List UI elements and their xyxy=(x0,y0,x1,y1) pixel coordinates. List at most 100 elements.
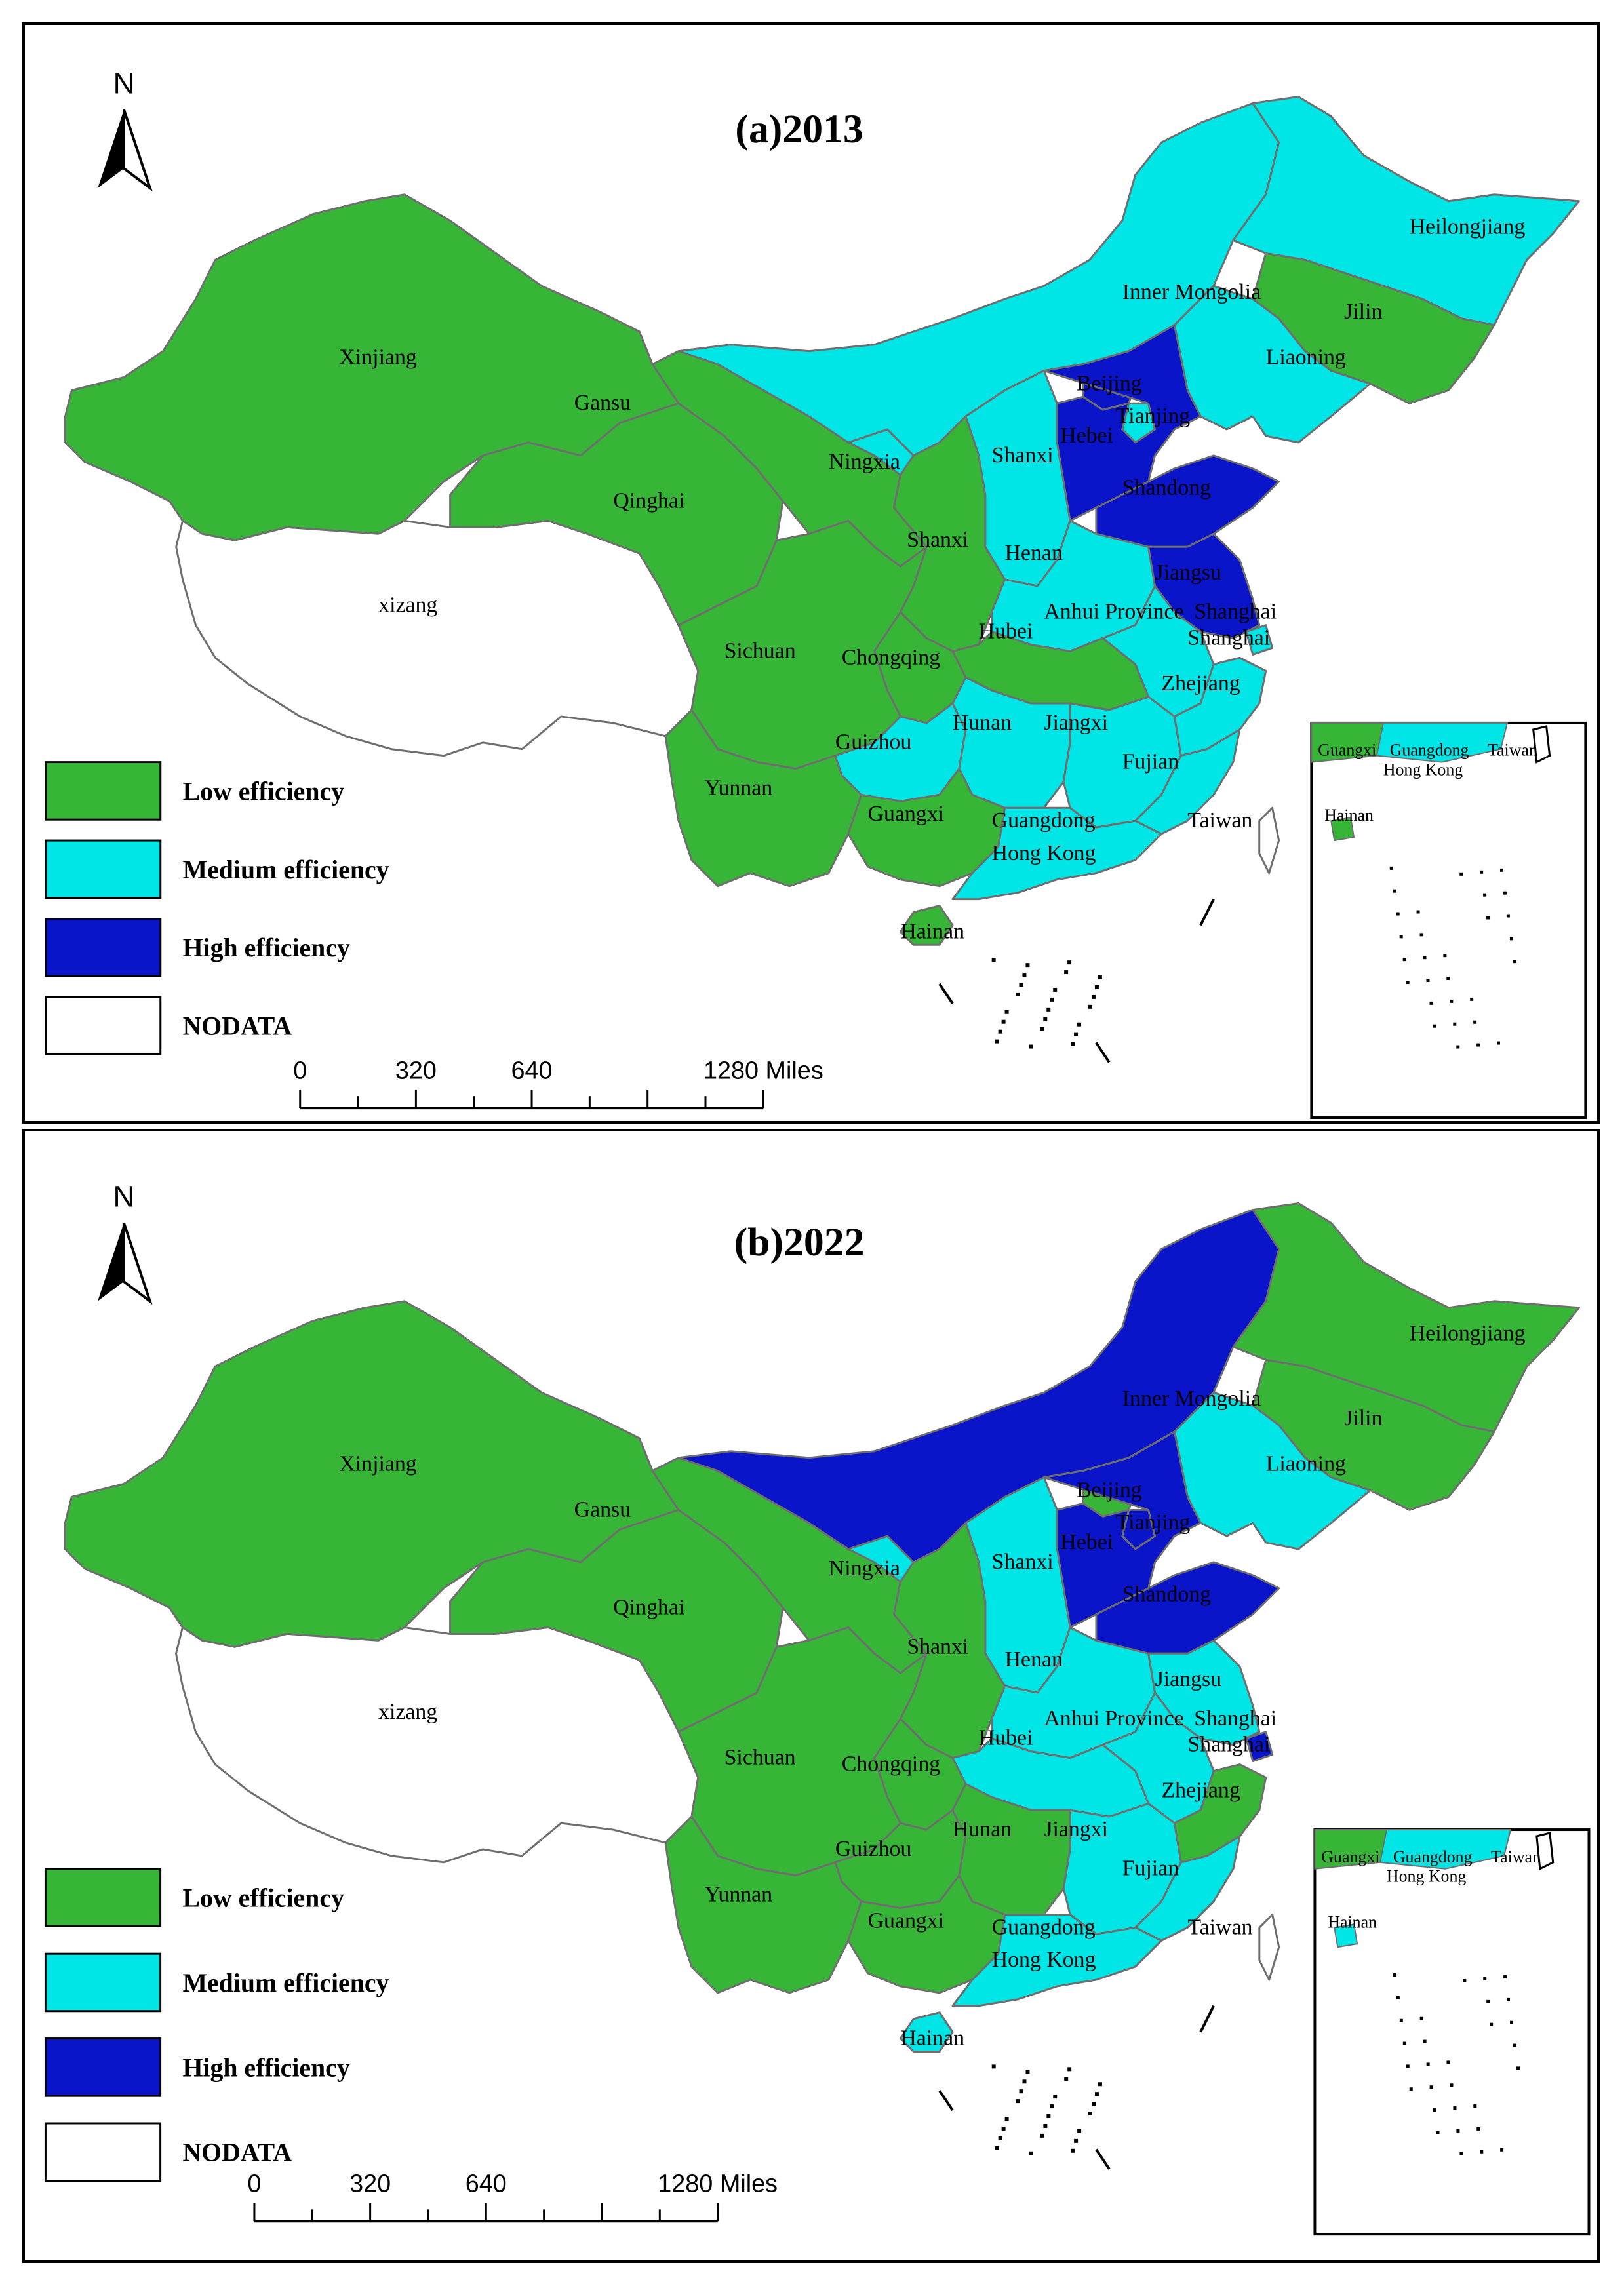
label-henan: Henan xyxy=(1005,1647,1063,1672)
island-dot xyxy=(1046,1007,1051,1012)
label-jiangxi: Jiangxi xyxy=(1044,1817,1108,1841)
label-liaoning: Liaoning xyxy=(1266,1452,1346,1476)
island-dot xyxy=(998,2136,1002,2140)
inset-island-dot xyxy=(1433,1024,1436,1028)
province-labels: Xinjiang xizang Qinghai Gansu Ningxia Inner M… xyxy=(339,1322,1525,2051)
inset-island-dot xyxy=(1450,999,1454,1003)
label-shanghai-b: Shanghai xyxy=(1187,625,1270,650)
label-tianjin: Tianjing xyxy=(1116,404,1191,428)
label-chongqing: Chongqing xyxy=(842,1752,940,1776)
province-guangdong xyxy=(951,806,1162,901)
inset-island-dot xyxy=(1483,1977,1487,1980)
inset-island-dot xyxy=(1480,2150,1484,2154)
label-ningxia: Ningxia xyxy=(829,450,900,474)
inset-island-dot xyxy=(1419,933,1423,937)
label-guizhou: Guizhou xyxy=(835,730,912,755)
label-fujian: Fujian xyxy=(1122,750,1179,774)
inset-island-dot xyxy=(1393,889,1396,893)
inset-island-dot xyxy=(1429,1001,1433,1005)
inset-label-guangdong: Guangdong xyxy=(1393,1847,1473,1866)
inset-island-dot xyxy=(1446,2060,1450,2064)
inset-island-dot xyxy=(1509,937,1513,941)
label-hongkong: Hong Kong xyxy=(992,1948,1096,1972)
inset-hainan xyxy=(1330,817,1355,842)
island-dot xyxy=(1043,2123,1048,2128)
legend-label-low: Low efficiency xyxy=(182,1884,344,1913)
label-jilin: Jilin xyxy=(1344,300,1382,324)
island-dot xyxy=(1001,1019,1006,1024)
inset-island-dot xyxy=(1402,958,1406,962)
label-shanghai-b: Shanghai xyxy=(1187,1733,1270,1757)
inset-island-dot xyxy=(1406,981,1410,984)
legend-swatch-high xyxy=(45,917,162,977)
inset-island-dot xyxy=(1453,1022,1457,1026)
north-arrow-left xyxy=(98,109,125,188)
province-taiwan xyxy=(1258,1913,1280,1981)
north-arrow-icon: N xyxy=(98,1179,153,1305)
north-arrow-left xyxy=(98,1223,124,1301)
label-hubei: Hubei xyxy=(979,620,1033,644)
island-dot xyxy=(1004,2117,1009,2121)
province-taiwan xyxy=(1258,806,1280,875)
inset-island-dot xyxy=(1480,870,1484,874)
inset-island-dot xyxy=(1499,868,1503,872)
island-dot xyxy=(1091,994,1096,999)
label-qinghai: Qinghai xyxy=(613,1596,684,1620)
inset-island-dot xyxy=(1450,2083,1454,2087)
island-dash xyxy=(1095,2148,1111,2170)
label-hunan: Hunan xyxy=(953,711,1012,735)
south-china-sea-islands xyxy=(938,2005,1215,2170)
label-guangdong: Guangdong xyxy=(992,808,1096,833)
province-xizang xyxy=(175,1626,700,1864)
label-hubei: Hubei xyxy=(979,1726,1033,1750)
island-dot xyxy=(1016,2099,1020,2104)
label-shanxi: Shanxi xyxy=(992,443,1054,467)
inset-island-dot xyxy=(1389,866,1393,870)
inset-island-dot xyxy=(1507,1997,1511,2001)
label-heilongjiang: Heilongjiang xyxy=(1410,1322,1526,1346)
label-beijing: Beijing xyxy=(1077,371,1142,395)
island-dot xyxy=(1016,992,1020,996)
inset-island-dot xyxy=(1436,2131,1440,2134)
island-dot xyxy=(1050,2104,1054,2109)
inset-island-dot xyxy=(1446,977,1450,981)
scale-label: 1280 Miles xyxy=(703,1057,823,1084)
north-arrow-right xyxy=(122,1222,153,1305)
inset-island-dot xyxy=(1496,1041,1500,1045)
label-hainan: Hainan xyxy=(900,2026,964,2051)
inset-island-dot xyxy=(1399,935,1403,939)
legend: Low efficiency Medium efficiency High effi… xyxy=(45,761,389,1055)
province-shanghai xyxy=(1245,1731,1274,1763)
island-dot xyxy=(1053,2095,1058,2099)
island-dot xyxy=(1029,2151,1033,2155)
island-dot xyxy=(1050,997,1054,1002)
inset-island-dot xyxy=(1470,997,1474,1001)
island-dot xyxy=(1053,987,1058,992)
label-sichuan: Sichuan xyxy=(724,1746,796,1770)
legend-label-medium: Medium efficiency xyxy=(183,856,389,884)
map-panel-2022: Xinjiang xizang Qinghai Gansu Ningxia Inner M… xyxy=(22,1129,1600,2263)
inset-label-hongkong: Hong Kong xyxy=(1387,1867,1466,1886)
label-jiangsu: Jiangsu xyxy=(1155,561,1221,585)
label-zhejiang: Zhejiang xyxy=(1161,671,1240,696)
label-anhui: Anhui Province xyxy=(1044,600,1183,624)
north-arrow-right xyxy=(123,109,153,192)
inset-island-dot xyxy=(1419,2016,1423,2020)
inset-island-dot xyxy=(1486,1999,1490,2003)
inset-frame xyxy=(1313,1828,1591,2236)
legend-swatch-medium xyxy=(44,1952,162,2013)
label-gansu: Gansu xyxy=(574,391,631,415)
label-jilin: Jilin xyxy=(1344,1406,1382,1430)
label-beijing: Beijing xyxy=(1077,1478,1142,1502)
north-arrow-icon: N xyxy=(98,67,153,192)
label-henan: Henan xyxy=(1005,541,1063,565)
inset-island-dot xyxy=(1513,2043,1517,2047)
inset-island-dot xyxy=(1396,1996,1400,1999)
label-shanghai-a: Shanghai xyxy=(1194,600,1277,624)
scale-label: 0 xyxy=(247,2170,261,2197)
island-dot xyxy=(1040,1027,1044,1031)
inset-island-dot xyxy=(1476,2127,1480,2131)
inset-island-dot xyxy=(1406,2064,1410,2068)
label-hainan: Hainan xyxy=(900,919,964,943)
inset-island-dot xyxy=(1453,2106,1457,2110)
